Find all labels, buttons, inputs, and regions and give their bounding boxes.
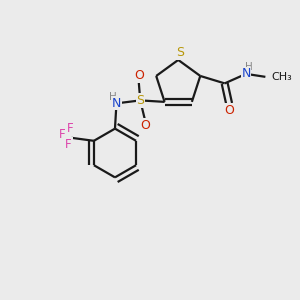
Text: H: H bbox=[244, 62, 252, 72]
Text: O: O bbox=[134, 69, 144, 82]
Text: CH₃: CH₃ bbox=[271, 72, 292, 82]
Text: N: N bbox=[242, 68, 251, 80]
Text: O: O bbox=[224, 103, 234, 117]
Text: O: O bbox=[140, 119, 150, 132]
Text: S: S bbox=[176, 46, 184, 59]
Text: H: H bbox=[109, 92, 117, 101]
Text: N: N bbox=[112, 97, 121, 110]
Text: F: F bbox=[67, 122, 74, 135]
Text: F: F bbox=[65, 138, 72, 151]
Text: S: S bbox=[136, 94, 144, 107]
Text: F: F bbox=[59, 128, 65, 141]
